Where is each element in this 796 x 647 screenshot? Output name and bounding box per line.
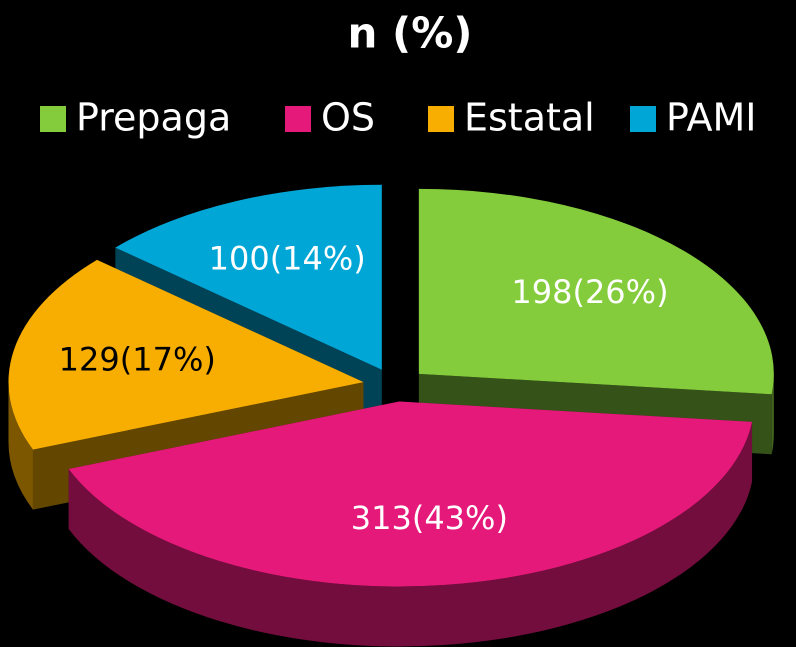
slice-wall — [771, 373, 774, 455]
data-label: 198(26%) — [511, 273, 668, 311]
legend-label: Prepaga — [76, 96, 231, 140]
slice-top — [8, 259, 364, 450]
slice-top — [68, 401, 753, 587]
slice-wall — [8, 382, 33, 510]
legend-label: Estatal — [464, 96, 595, 140]
labels: 198(26%) 313(43%) 129(17%) 100(14%) — [59, 240, 669, 537]
slice — [68, 401, 753, 647]
data-label: 129(17%) — [59, 340, 216, 378]
legend-swatch — [630, 106, 656, 132]
slice-top — [115, 184, 382, 370]
pie — [8, 184, 774, 647]
legend-swatch — [428, 106, 454, 132]
legend: Prepaga OS Estatal PAMI — [40, 96, 756, 140]
data-label: 313(43%) — [351, 499, 508, 537]
legend-label: PAMI — [666, 96, 756, 140]
chart-title: n (%) — [348, 9, 473, 58]
data-label: 100(14%) — [209, 240, 366, 278]
legend-swatch — [40, 106, 66, 132]
slice-wall — [68, 421, 753, 647]
legend-label: OS — [321, 96, 375, 140]
slice-top — [418, 188, 774, 395]
legend-swatch — [285, 106, 311, 132]
